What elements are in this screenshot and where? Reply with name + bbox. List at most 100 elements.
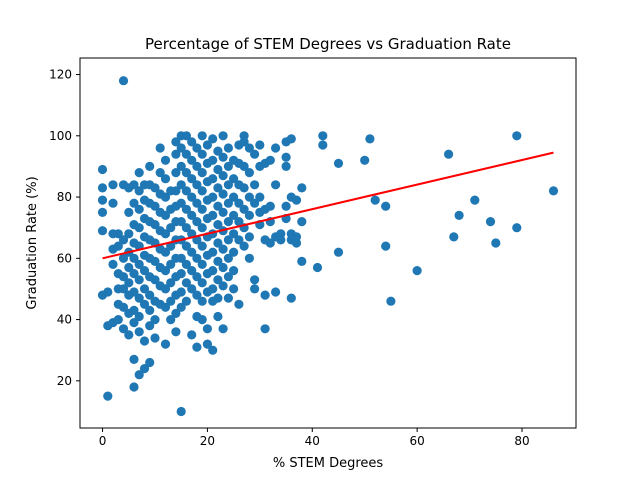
- data-point: [250, 149, 260, 159]
- data-point: [176, 302, 186, 312]
- data-point: [286, 293, 296, 303]
- data-point: [113, 241, 123, 251]
- data-point: [208, 210, 218, 220]
- data-point: [129, 305, 139, 315]
- data-point: [192, 143, 202, 153]
- data-point: [223, 161, 233, 171]
- data-point: [145, 290, 155, 300]
- x-tick-label: 0: [99, 434, 107, 448]
- data-point: [150, 333, 160, 343]
- data-point: [139, 336, 150, 346]
- data-point: [239, 161, 249, 171]
- data-point: [150, 315, 160, 325]
- data-point: [176, 161, 186, 171]
- data-point: [271, 180, 281, 190]
- data-point: [512, 223, 522, 233]
- data-point: [197, 168, 207, 178]
- data-point: [181, 296, 191, 306]
- data-point: [202, 140, 212, 150]
- data-point: [318, 131, 328, 141]
- data-point: [192, 161, 202, 171]
- data-point: [213, 311, 223, 322]
- data-point: [166, 259, 176, 269]
- data-point: [150, 201, 160, 211]
- data-point: [129, 180, 139, 190]
- data-point: [181, 241, 191, 251]
- data-point: [145, 161, 155, 171]
- data-point: [176, 143, 186, 153]
- data-point: [145, 321, 155, 331]
- trend-line: [102, 151, 554, 260]
- data-point: [381, 241, 391, 251]
- data-point: [213, 293, 223, 303]
- data-point: [218, 262, 228, 273]
- data-point: [160, 284, 171, 294]
- data-point: [124, 229, 134, 239]
- x-tick-label: 80: [514, 434, 529, 448]
- data-point: [187, 137, 197, 147]
- y-tick-label: 60: [57, 251, 72, 265]
- data-point: [218, 281, 228, 291]
- data-point: [113, 229, 123, 239]
- data-point: [166, 296, 176, 306]
- data-point: [187, 174, 197, 184]
- data-point: [129, 269, 139, 279]
- data-point: [134, 370, 144, 380]
- data-point: [223, 253, 233, 263]
- data-point: [454, 210, 464, 220]
- data-point: [271, 143, 281, 153]
- data-point: [139, 364, 150, 374]
- data-point: [108, 259, 118, 269]
- data-point: [187, 247, 197, 257]
- data-point: [239, 241, 249, 251]
- data-point: [244, 192, 254, 202]
- data-point: [118, 272, 129, 282]
- data-point: [218, 131, 228, 141]
- data-point: [297, 183, 307, 193]
- data-point: [239, 204, 249, 214]
- data-point: [129, 253, 139, 263]
- x-tick-label: 40: [305, 434, 320, 448]
- data-point: [176, 198, 186, 208]
- data-point: [171, 308, 181, 318]
- data-point: [260, 290, 270, 300]
- data-point: [129, 287, 139, 297]
- data-point: [181, 259, 191, 269]
- trend-layer: [102, 151, 554, 260]
- data-point: [171, 168, 181, 178]
- data-point: [208, 174, 218, 184]
- data-point: [286, 134, 296, 144]
- data-point: [176, 217, 186, 227]
- data-point: [118, 235, 129, 245]
- data-point: [229, 192, 239, 202]
- data-point: [97, 207, 108, 217]
- data-point: [213, 146, 223, 156]
- data-point: [197, 315, 207, 325]
- data-point: [312, 262, 323, 273]
- data-point: [265, 238, 275, 248]
- y-tick-label: 120: [49, 68, 72, 82]
- data-point: [145, 305, 155, 315]
- data-point: [239, 137, 249, 147]
- data-point: [244, 253, 254, 263]
- data-point: [192, 290, 202, 300]
- data-point: [197, 259, 207, 269]
- data-point: [213, 164, 223, 175]
- data-point: [197, 241, 207, 251]
- data-point: [166, 278, 176, 288]
- data-point: [250, 198, 260, 208]
- data-point: [208, 345, 218, 355]
- x-axis-label: % STEM Degrees: [273, 456, 384, 471]
- data-point: [197, 278, 207, 288]
- data-point: [118, 324, 129, 334]
- data-point: [155, 168, 165, 178]
- data-point: [192, 217, 202, 227]
- data-point: [281, 201, 291, 211]
- data-point: [223, 143, 233, 153]
- data-point: [333, 158, 344, 168]
- data-point: [229, 174, 239, 184]
- data-point: [223, 272, 233, 282]
- data-point: [129, 318, 139, 328]
